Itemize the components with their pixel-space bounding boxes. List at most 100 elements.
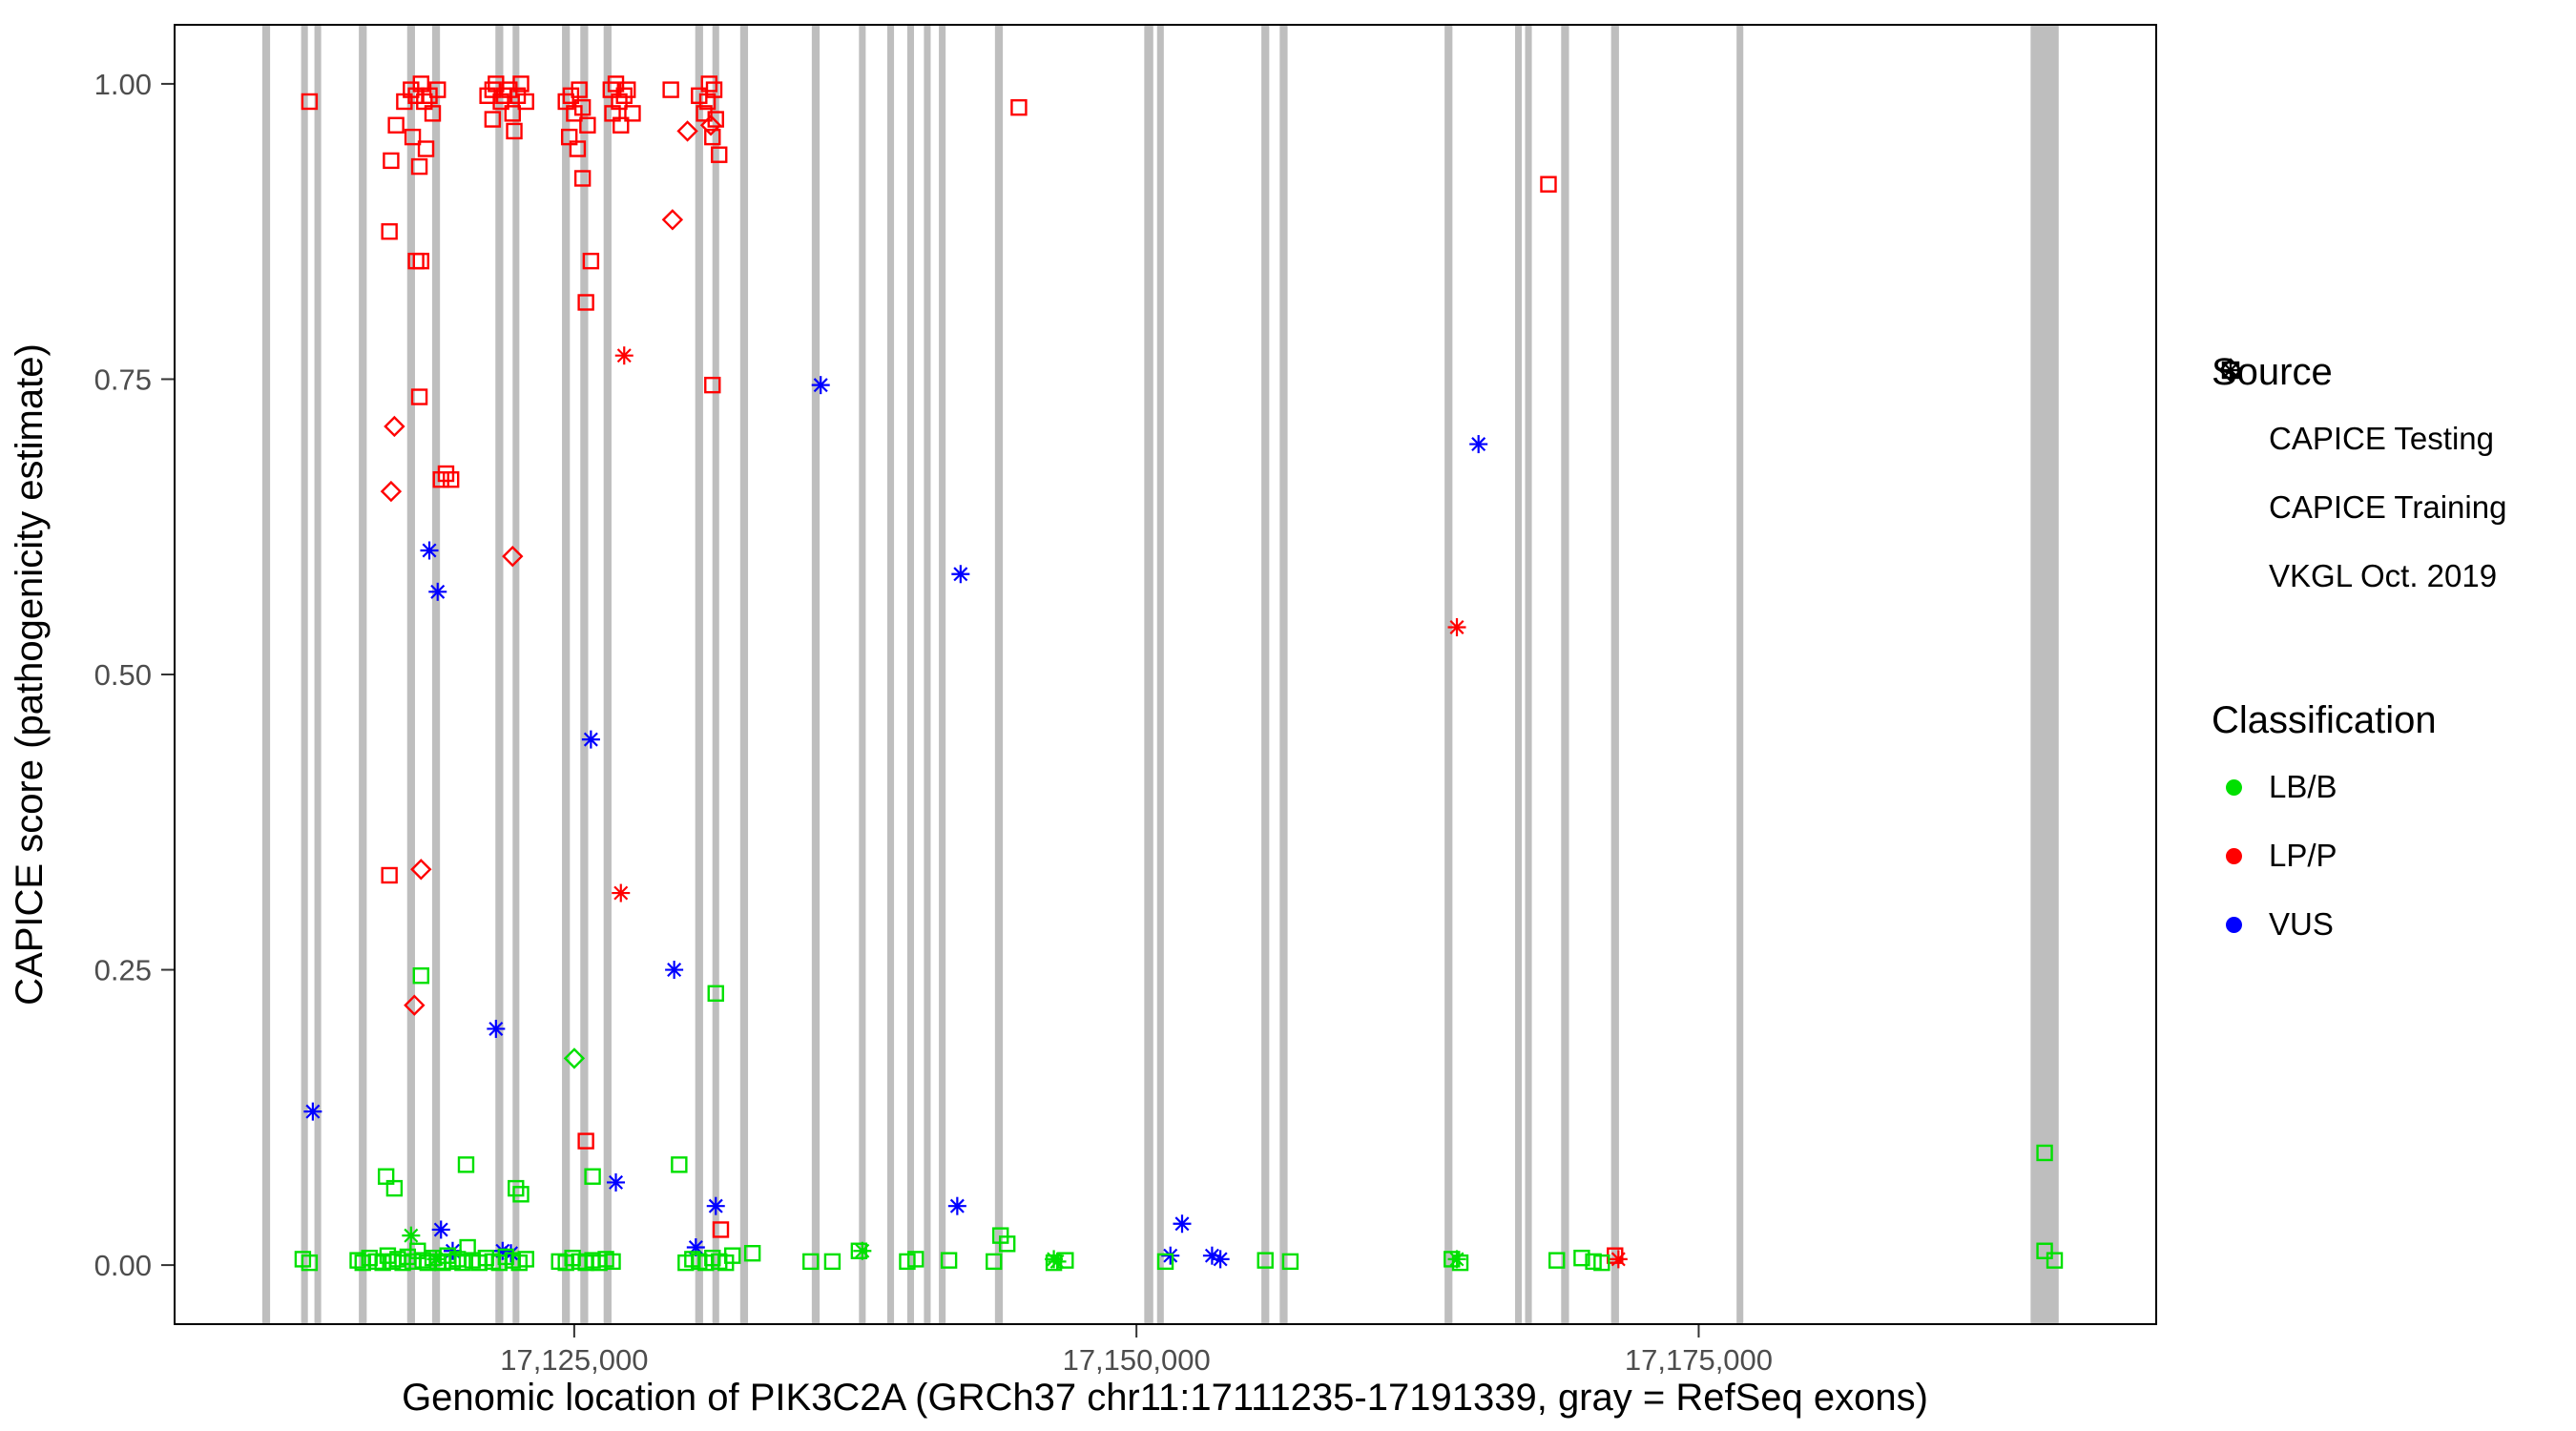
data-point-square [1573, 1249, 1590, 1267]
data-point-square [704, 128, 721, 146]
data-point-asterisk [1610, 1252, 1626, 1267]
exon-bar [1610, 25, 1619, 1324]
data-point-square [823, 1253, 841, 1271]
diamond-icon [2212, 358, 2255, 461]
data-point-asterisk [613, 885, 629, 901]
data-point-asterisk [609, 1174, 624, 1190]
data-point-square [940, 1252, 958, 1269]
data-point-square [437, 465, 455, 483]
data-point-asterisk [813, 378, 828, 393]
data-point-square [1281, 1253, 1299, 1271]
data-point-square [611, 93, 628, 111]
legend-item-label: CAPICE Training [2269, 489, 2507, 525]
data-point-asterisk [1471, 437, 1486, 452]
legend-item-capice-testing: CAPICE Testing [2212, 358, 2506, 461]
data-point-square [1540, 176, 1557, 193]
data-point-square [1257, 1252, 1274, 1269]
legend-item-vkgl: VKGL Oct. 2019 [2212, 359, 2506, 598]
exon-bar [1736, 25, 1744, 1324]
data-point-square [484, 111, 502, 128]
exon-bar [495, 25, 504, 1324]
data-point-square [512, 1186, 530, 1203]
data-point-square [385, 1179, 404, 1197]
data-point-square [711, 146, 728, 163]
legend-panel: Source CAPICE Testing CAPICE Training [2212, 351, 2506, 971]
data-point-square [1057, 1252, 1074, 1269]
exon-bar [1515, 25, 1523, 1324]
data-point-square [577, 294, 594, 311]
exon-bar [1261, 25, 1270, 1324]
data-point-square [723, 1247, 741, 1264]
data-point-square [573, 98, 592, 116]
data-point-square [1156, 1253, 1174, 1271]
y-tick-label: 0.50 [94, 658, 152, 692]
data-point-square [410, 157, 428, 176]
data-point-square [2036, 1144, 2053, 1162]
data-point-square [1451, 1254, 1469, 1272]
legend-item-label: LP/P [2269, 838, 2337, 873]
data-point-diamond [699, 114, 722, 136]
data-point-asterisk [433, 1222, 448, 1237]
data-point-square [1585, 1253, 1602, 1271]
exon-bar [359, 25, 367, 1324]
data-point-square [986, 1253, 1003, 1271]
data-point-square [1593, 1254, 1610, 1272]
exon-bar [1525, 25, 1532, 1324]
x-tick-label: 17,150,000 [1063, 1343, 1211, 1377]
exon-bar [859, 25, 866, 1324]
legend-item-lbb: LB/B [2212, 765, 2506, 809]
data-point-square [615, 87, 633, 104]
data-point-square [998, 1235, 1016, 1253]
legend-item-vus: VUS [2212, 902, 2506, 946]
data-point-asterisk [953, 567, 968, 582]
square-icon [2212, 361, 2255, 529]
asterisk-icon [2212, 359, 2255, 598]
data-point-square [582, 252, 600, 270]
data-point-square [403, 81, 420, 98]
y-tick-label: 0.25 [94, 954, 152, 987]
data-point-square [613, 116, 630, 134]
data-point-square [624, 105, 641, 122]
data-point-square [410, 388, 428, 405]
data-point-square [704, 376, 721, 394]
legend-item-capice-training: CAPICE Training [2212, 361, 2507, 529]
data-point-square [484, 81, 502, 98]
legend-item-label: LB/B [2269, 769, 2337, 804]
exon-bar [1279, 25, 1288, 1324]
data-point-square [743, 1245, 761, 1262]
data-point-square [387, 116, 405, 134]
data-point-square [509, 87, 527, 104]
data-point-square [377, 1168, 395, 1185]
data-point-diamond [502, 545, 524, 568]
data-point-asterisk [1163, 1248, 1178, 1263]
data-point-asterisk [667, 963, 682, 978]
data-point-square [508, 1179, 525, 1197]
data-point-square [504, 105, 521, 122]
exon-bar [431, 25, 441, 1324]
y-axis-title: CAPICE score (pathogenicity estimate) [9, 343, 51, 1006]
data-point-square [383, 152, 400, 170]
exon-bar [939, 25, 946, 1324]
data-point-square [705, 81, 723, 98]
exon-bar [1444, 25, 1453, 1324]
exon-bar [406, 25, 415, 1324]
data-point-diamond [384, 415, 405, 438]
data-point-asterisk [404, 1228, 419, 1243]
x-axis-title: Genomic location of PIK3C2A (GRCh37 chr1… [402, 1377, 1928, 1419]
data-point-asterisk [422, 543, 437, 558]
data-point-square [899, 1253, 916, 1271]
data-point-square [604, 1253, 621, 1271]
classification-legend-title: Classification [2212, 699, 2437, 741]
y-tick-label: 1.00 [94, 68, 152, 101]
data-point-square [417, 140, 435, 157]
data-point-square [512, 75, 530, 93]
panel-border [174, 24, 2157, 1325]
data-point-square [506, 122, 523, 140]
data-point-square [432, 471, 449, 488]
data-point-square [696, 105, 713, 122]
x-tick-label: 17,175,000 [1625, 1343, 1773, 1377]
data-point-square [850, 1242, 868, 1259]
exon-bar [261, 25, 271, 1324]
data-point-diamond [404, 994, 426, 1016]
